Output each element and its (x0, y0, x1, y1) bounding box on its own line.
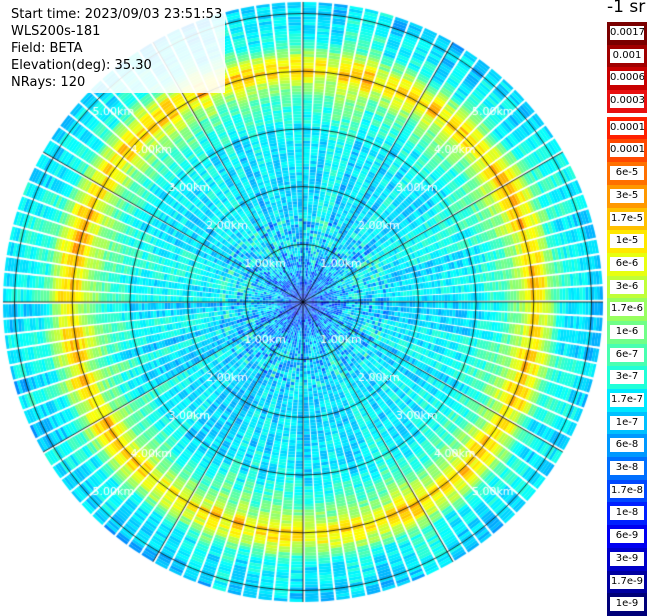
ppi-scan-plot (0, 0, 607, 607)
colorbar-tick-label: 0.00017 (610, 120, 644, 135)
colorbar-segment: 0.00017 (607, 116, 647, 140)
colorbar-tick-label: 1.7e-5 (610, 211, 644, 226)
colorbar-segment: 6e-5 (607, 162, 647, 185)
colorbar-tick-label: 6e-8 (610, 438, 644, 453)
colorbar-tick-label: 0.0003 (610, 94, 644, 109)
colorbar-segment: 0.0006 (607, 67, 647, 91)
colorbar-segment: 1.7e-8 (607, 479, 647, 503)
colorbar-tick-label: 1.7e-8 (610, 483, 644, 498)
colorbar-segment: 3e-5 (607, 184, 647, 208)
colorbar-segment: 1e-7 (607, 411, 647, 435)
colorbar-tick-label: 6e-9 (610, 529, 644, 544)
colorbar-units: -1 sr (607, 0, 646, 17)
colorbar-tick-label: 6e-5 (610, 166, 644, 181)
colorbar-tick-label: 0.0001 (610, 143, 644, 158)
colorbar-segment: 1.7e-7 (607, 389, 647, 412)
colorbar-tick-label: 6e-6 (610, 256, 644, 271)
colorbar-segment: 1e-5 (607, 230, 647, 253)
colorbar-segment: 3e-6 (607, 275, 647, 299)
scan-info-panel: Start time: 2023/09/03 23:51:53 WLS200s-… (11, 6, 226, 93)
colorbar-tick-label: 1.7e-9 (610, 574, 644, 589)
colorbar-segment: 6e-8 (607, 434, 647, 458)
elevation-label: Elevation(deg): 35.30 (11, 58, 152, 73)
colorbar-tick-label: 3e-7 (610, 370, 644, 385)
colorbar-tick-label: 0.0006 (610, 71, 644, 86)
colorbar-tick-label: 3e-8 (610, 461, 644, 476)
colorbar-segment: 1e-9 (607, 593, 647, 616)
colorbar-segment: 1.7e-5 (607, 207, 647, 231)
colorbar-tick-label: 1.7e-6 (610, 302, 644, 317)
colorbar-segment: 3e-8 (607, 457, 647, 480)
colorbar-segment: 0.0017 (607, 22, 647, 45)
colorbar-tick-label: 0.0017 (610, 26, 644, 40)
nrays-label: NRays: 120 (11, 75, 86, 90)
device-label: WLS200s-181 (11, 24, 101, 39)
colorbar-segment: 0.0003 (607, 90, 647, 113)
colorbar-tick-label: 1.7e-7 (610, 393, 644, 407)
colorbar-tick-label: 1e-8 (610, 506, 644, 521)
colorbar-tick-label: 1e-5 (610, 234, 644, 249)
colorbar-segment: 3e-9 (607, 547, 647, 571)
colorbar-tick-label: 3e-9 (610, 551, 644, 566)
colorbar-segment: 1.7e-6 (607, 298, 647, 321)
start-time-label: Start time: 2023/09/03 23:51:53 (11, 7, 223, 22)
colorbar-tick-label: 3e-6 (610, 279, 644, 294)
colorbar-segment: 6e-6 (607, 252, 647, 276)
colorbar-tick-label: 1e-9 (610, 597, 644, 612)
colorbar-segment: 3e-7 (607, 366, 647, 389)
colorbar-tick-label: 1e-7 (610, 415, 644, 430)
colorbar-tick-label: 0.001 (610, 48, 644, 63)
colorbar-segment: 6e-7 (607, 343, 647, 367)
colorbar-segment: 1.7e-9 (607, 570, 647, 594)
field-label: Field: BETA (11, 41, 83, 56)
colorbar-segment: 0.001 (607, 44, 647, 68)
colorbar-segment: 0.0001 (607, 139, 647, 163)
colorbar-tick-label: 1e-6 (610, 324, 644, 339)
colorbar-tick-label: 6e-7 (610, 347, 644, 362)
colorbar-segment: 1e-6 (607, 320, 647, 344)
colorbar: 0.0017 0.001 0.0006 0.0003 0.00017 0.0001 6e-5… (607, 22, 647, 616)
colorbar-segment: 1e-8 (607, 502, 647, 526)
colorbar-segment: 6e-9 (607, 525, 647, 548)
colorbar-tick-label: 3e-5 (610, 188, 644, 203)
